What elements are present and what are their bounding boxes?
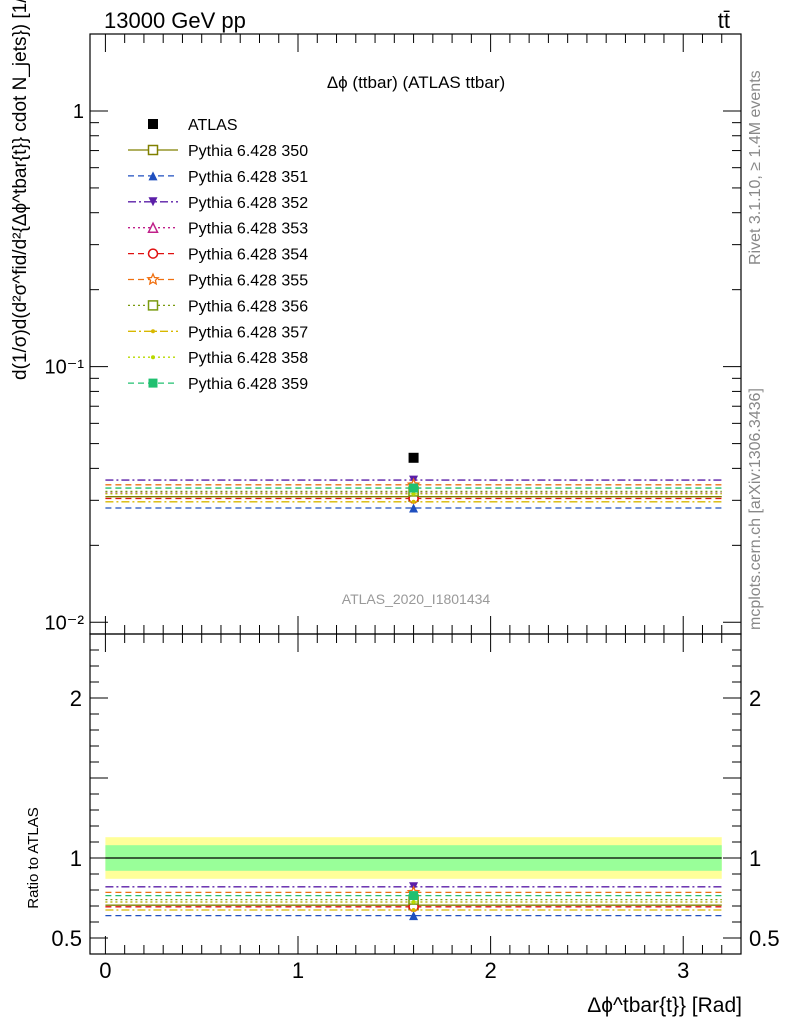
ratio-y-tick-label: 1 bbox=[70, 846, 82, 871]
y-axis-label: d(1/σ)d(d²σ^fid/d²{Δϕ^tbar{t}} cdot N_je… bbox=[10, 0, 31, 380]
mc-point-351 bbox=[409, 503, 419, 513]
legend-label-351: Pythia 6.428 351 bbox=[188, 169, 308, 186]
rivet-label: Rivet 3.1.10, ≥ 1.4M events bbox=[747, 70, 764, 265]
atlas-data-point bbox=[408, 452, 419, 463]
legend-label-354: Pythia 6.428 354 bbox=[188, 247, 308, 264]
legend-marker-359 bbox=[148, 378, 158, 388]
legend-label-357: Pythia 6.428 357 bbox=[188, 324, 308, 341]
analysis-label: ATLAS_2020_I1801434 bbox=[342, 591, 491, 607]
ratio-y-tick-label-right: 0.5 bbox=[749, 926, 780, 951]
legend-label-352: Pythia 6.428 352 bbox=[188, 195, 308, 212]
mc-point-357 bbox=[411, 499, 416, 504]
ratio-y-axis-label: Ratio to ATLAS bbox=[25, 807, 42, 908]
ratio-point-358 bbox=[411, 900, 416, 904]
energy-label: 13000 GeV pp bbox=[104, 8, 246, 33]
mcplots-label: mcplots.cern.ch [arXiv:1306.3436] bbox=[747, 388, 764, 630]
legend-marker-355 bbox=[146, 272, 160, 286]
main-plot-panel: 10⁻² 10⁻¹ 1 ATLAS Pythia 6.428 350 Pythia 6.4… bbox=[45, 33, 742, 635]
ratio-y-tick-label: 0.5 bbox=[51, 926, 82, 951]
process-label: tt̄ bbox=[718, 8, 730, 33]
legend-label-350: Pythia 6.428 350 bbox=[188, 143, 308, 160]
legend-marker-353 bbox=[147, 221, 159, 233]
legend-label-353: Pythia 6.428 353 bbox=[188, 221, 308, 238]
legend-label-358: Pythia 6.428 358 bbox=[188, 350, 308, 367]
legend-marker-350 bbox=[147, 144, 159, 156]
mc-point-359 bbox=[409, 483, 419, 493]
y-tick-label: 10⁻² bbox=[45, 612, 85, 634]
ratio-y-tick-label-right: 1 bbox=[749, 846, 761, 871]
ratio-point-357 bbox=[411, 908, 416, 912]
x-tick-label: 3 bbox=[677, 958, 689, 983]
ratio-y-tick-label: 2 bbox=[70, 686, 82, 711]
legend-label-atlas: ATLAS bbox=[188, 117, 238, 134]
legend-marker-352 bbox=[148, 197, 158, 207]
ratio-y-tick-label-right: 2 bbox=[749, 686, 761, 711]
legend-marker-354 bbox=[147, 248, 159, 259]
legend-marker-357 bbox=[151, 329, 155, 334]
x-axis-label: Δϕ^tbar{t}} [Rad] bbox=[587, 994, 742, 1017]
ratio-plot-panel: 0.5 0.5 1 1 2 2 0 1 2 3 bbox=[51, 633, 780, 983]
legend-marker-351 bbox=[148, 171, 158, 181]
ratio-point-351 bbox=[409, 911, 419, 921]
legend-label-356: Pythia 6.428 356 bbox=[188, 298, 308, 315]
legend-marker-atlas bbox=[148, 119, 158, 129]
legend-label-355: Pythia 6.428 355 bbox=[188, 273, 308, 290]
y-tick-label: 10⁻¹ bbox=[45, 357, 85, 379]
y-tick-label: 1 bbox=[73, 101, 84, 123]
legend-label-359: Pythia 6.428 359 bbox=[188, 376, 308, 393]
x-tick-label: 2 bbox=[484, 958, 496, 983]
plot-title: Δϕ (ttbar) (ATLAS ttbar) bbox=[327, 73, 505, 92]
legend-marker-358 bbox=[151, 355, 155, 360]
x-tick-label: 1 bbox=[292, 958, 304, 983]
legend-marker-356 bbox=[147, 300, 159, 311]
x-tick-label: 0 bbox=[99, 958, 111, 983]
ratio-point-359 bbox=[409, 891, 419, 901]
mc-point-358 bbox=[411, 491, 416, 496]
